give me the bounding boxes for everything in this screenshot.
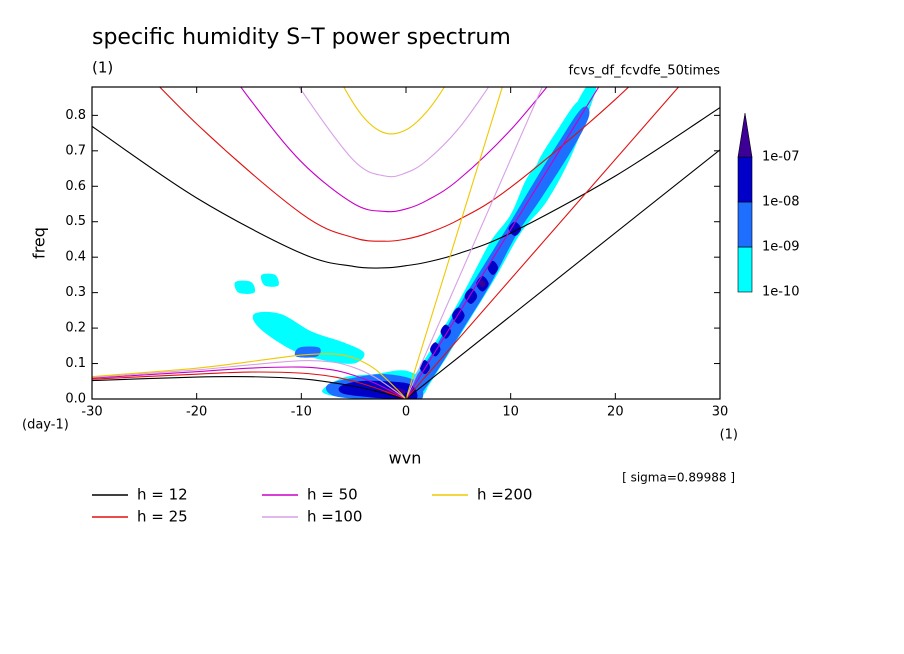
dispersion-curve [343, 87, 446, 135]
x-tick-label: 20 [607, 405, 624, 420]
x-tick-label: 10 [502, 405, 519, 420]
y-unit: (day-1) [22, 418, 69, 433]
dispersion-curve [405, 87, 600, 399]
y-tick-label: 0.8 [65, 108, 86, 123]
legend-label: h = 12 [137, 486, 188, 504]
shaded-region [260, 273, 279, 287]
legend-label: h = 50 [307, 486, 358, 504]
dispersion-curve [92, 360, 407, 399]
shaded-region [430, 342, 441, 357]
shaded-region [464, 288, 478, 304]
colorbar-extend [737, 112, 753, 158]
colorbar-bin [737, 246, 753, 293]
y-tick-label: 0.7 [65, 143, 86, 158]
x-axis-label: wvn [389, 449, 422, 468]
dispersion-curve [92, 371, 407, 399]
shaded-region [487, 260, 499, 275]
dispersion-curve [298, 87, 490, 178]
dispersion-curve [92, 366, 407, 399]
shaded-region [252, 311, 365, 364]
chart-title: specific humidity S–T power spectrum [92, 25, 511, 50]
note: [ sigma=0.89988 ] [622, 471, 735, 485]
shaded-region [234, 280, 256, 294]
colorbar-label: 1e-08 [762, 195, 800, 210]
y-tick-label: 0.6 [65, 179, 86, 194]
x-tick-label: -30 [81, 405, 102, 420]
x-tick-label: 30 [712, 405, 729, 420]
y-tick-label: 0.1 [65, 356, 86, 371]
dispersion-curve [405, 87, 503, 399]
x-tick-label: 0 [402, 405, 410, 420]
shaded-region [294, 346, 321, 358]
curves [92, 87, 720, 399]
y-axis-label: freq [30, 227, 49, 259]
dispersion-curve [240, 87, 548, 213]
dispersion-curve [405, 87, 680, 399]
y-tick-label: 0.4 [65, 250, 86, 265]
legend-label: h =200 [477, 486, 532, 504]
colorbar-label: 1e-07 [762, 150, 800, 165]
shaded-region [440, 324, 452, 339]
dispersion-curve [405, 87, 543, 399]
subtitle: (1) [92, 59, 113, 77]
x-tick-label: -20 [186, 405, 207, 420]
legend-label: h = 25 [137, 508, 188, 526]
colorbar-bin [737, 156, 753, 203]
y-tick-label: 0.0 [65, 392, 86, 407]
x-unit: (1) [720, 428, 738, 443]
y-tick-label: 0.2 [65, 321, 86, 336]
dispersion-curve [92, 375, 407, 399]
dispersion-curve [405, 149, 720, 399]
x-tick-label: -10 [291, 405, 312, 420]
dispersion-curve [158, 87, 630, 242]
dispersion-curve [92, 107, 720, 269]
annotation: fcvs_df_fcvdfe_50times [569, 64, 721, 79]
shaded-region [479, 280, 486, 288]
y-tick-label: 0.3 [65, 285, 86, 300]
colorbar-label: 1e-10 [762, 285, 800, 300]
legend-label: h =100 [307, 508, 362, 526]
colorbar-bin [737, 201, 753, 248]
y-tick-label: 0.5 [65, 214, 86, 229]
colorbar-label: 1e-09 [762, 240, 800, 255]
dispersion-curve [92, 353, 407, 399]
